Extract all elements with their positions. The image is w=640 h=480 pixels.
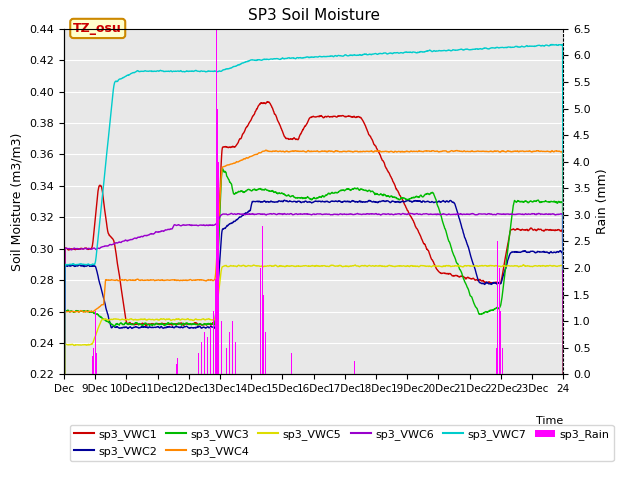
Bar	[229, 332, 230, 374]
Legend: sp3_VWC1, sp3_VWC2, sp3_VWC3, sp3_VWC4, sp3_VWC5, sp3_VWC6, sp3_VWC7, sp3_Rain: sp3_VWC1, sp3_VWC2, sp3_VWC3, sp3_VWC4, …	[70, 425, 614, 461]
Bar	[263, 295, 264, 374]
Bar	[92, 356, 93, 374]
Bar	[291, 353, 292, 374]
Bar	[177, 359, 179, 374]
Bar	[204, 332, 205, 374]
Bar	[232, 321, 233, 374]
Title: SP3 Soil Moisture: SP3 Soil Moisture	[248, 9, 380, 24]
Bar	[221, 321, 222, 374]
Bar	[354, 361, 355, 374]
Bar	[265, 332, 266, 374]
Bar	[502, 348, 503, 374]
Bar	[201, 343, 202, 374]
Bar	[216, 29, 217, 374]
Bar	[226, 348, 227, 374]
Bar	[500, 311, 501, 374]
Bar	[215, 279, 216, 374]
Y-axis label: Rain (mm): Rain (mm)	[596, 169, 609, 234]
Bar	[218, 162, 219, 374]
Bar	[207, 337, 208, 374]
Y-axis label: Soil Moisture (m3/m3): Soil Moisture (m3/m3)	[11, 132, 24, 271]
Bar	[213, 311, 214, 374]
Text: Time: Time	[536, 416, 563, 426]
Bar	[496, 348, 497, 374]
Text: TZ_osu: TZ_osu	[74, 22, 122, 35]
Bar	[499, 268, 500, 374]
Bar	[176, 364, 177, 374]
Bar	[217, 108, 218, 374]
Bar	[497, 241, 498, 374]
Bar	[260, 268, 261, 374]
Bar	[93, 348, 94, 374]
